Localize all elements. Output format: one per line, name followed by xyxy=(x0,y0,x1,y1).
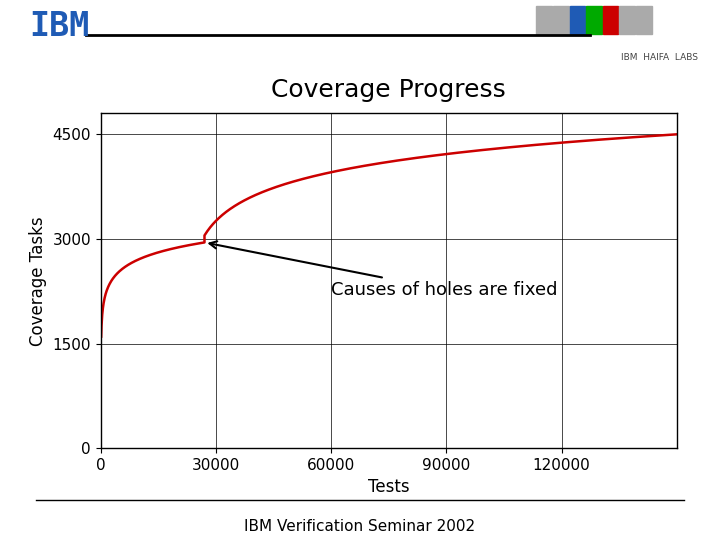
Text: IBM: IBM xyxy=(29,10,89,43)
X-axis label: Tests: Tests xyxy=(368,478,410,496)
Text: IBM  HAIFA  LABS: IBM HAIFA LABS xyxy=(621,53,698,62)
FancyBboxPatch shape xyxy=(553,5,569,33)
Title: Coverage Progress: Coverage Progress xyxy=(271,78,506,102)
FancyBboxPatch shape xyxy=(570,5,585,33)
Text: Causes of holes are fixed: Causes of holes are fixed xyxy=(210,241,558,299)
Text: IBM Verification Seminar 2002: IBM Verification Seminar 2002 xyxy=(244,519,476,534)
FancyBboxPatch shape xyxy=(636,5,652,33)
FancyBboxPatch shape xyxy=(619,5,635,33)
Y-axis label: Coverage Tasks: Coverage Tasks xyxy=(29,216,47,346)
FancyBboxPatch shape xyxy=(586,5,602,33)
FancyBboxPatch shape xyxy=(536,5,552,33)
FancyBboxPatch shape xyxy=(603,5,618,33)
